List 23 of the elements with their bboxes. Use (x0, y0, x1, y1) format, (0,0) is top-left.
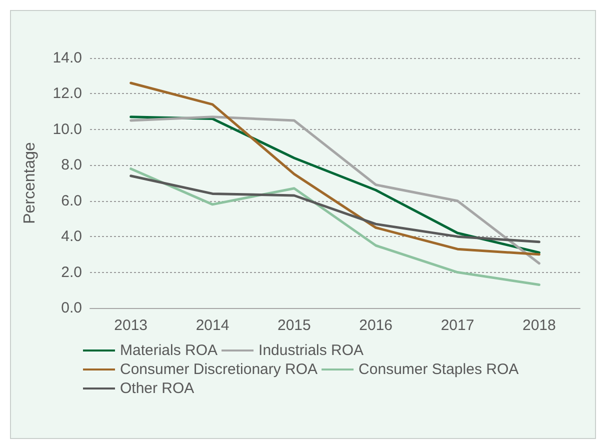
line-series (130, 174, 540, 244)
y-tick-label: 0.0 (61, 300, 82, 316)
line-series (130, 82, 540, 256)
y-tick-label: 12.0 (52, 85, 82, 102)
line-series (130, 167, 540, 286)
y-tick-label: 8.0 (61, 156, 82, 174)
legend-label: Consumer Staples ROA (358, 361, 519, 378)
y-tick-label: 10.0 (52, 120, 82, 138)
y-axis-title: Percentage (22, 142, 38, 224)
y-tick-label: 6.0 (61, 192, 82, 210)
x-tick-label: 2018 (522, 317, 556, 334)
x-tick-label: 2013 (114, 317, 148, 334)
legend-label: Materials ROA (120, 342, 218, 359)
legend-label: Industrials ROA (258, 342, 364, 359)
y-tick-label: 2.0 (61, 264, 82, 281)
y-tick-label: 4.0 (61, 228, 82, 246)
x-tick-label: 2017 (440, 317, 474, 334)
x-tick-label: 2016 (359, 317, 393, 334)
x-tick-label: 2014 (196, 317, 230, 334)
legend-label: Other ROA (120, 380, 194, 397)
y-tick-label: 14.0 (52, 50, 82, 66)
legend-label: Consumer Discretionary ROA (120, 361, 318, 378)
x-tick-label: 2015 (277, 317, 311, 334)
